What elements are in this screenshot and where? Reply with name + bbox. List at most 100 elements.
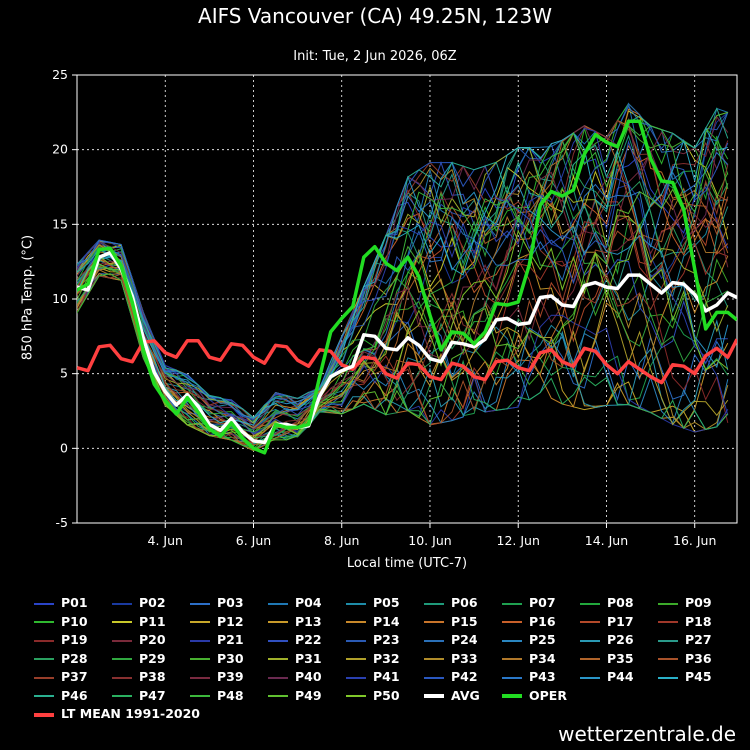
legend-label: P32 [373,650,400,666]
legend-item: P33 [424,650,478,666]
legend-label: P27 [685,632,712,647]
legend-label: P42 [451,669,478,684]
legend-swatch [424,658,444,660]
legend-swatch [658,658,678,660]
legend-item: P48 [190,687,244,703]
legend-label: P35 [607,650,634,666]
legend-label: OPER [529,687,567,703]
legend-item: P13 [268,613,322,629]
legend-swatch [34,602,54,605]
y-tick-label: 5 [60,366,68,381]
y-tick-label: 20 [52,142,68,157]
legend-item: P42 [424,670,478,684]
legend-swatch [268,639,288,642]
legend-item: P21 [190,633,244,647]
member-line-p50 [77,223,729,439]
legend-swatch [580,639,600,642]
legend-item: P32 [346,650,400,666]
legend-swatch [346,621,366,623]
legend-swatch [112,695,132,697]
legend-swatch [190,602,210,605]
legend-label: P01 [61,595,88,610]
legend-item: P10 [34,613,88,629]
x-tick-label: 6. Jun [236,533,271,548]
member-line-p47 [77,264,729,439]
legend-item: P07 [502,596,556,610]
legend-swatch [658,676,678,679]
y-tick-label: 25 [52,67,68,82]
legend-item: P24 [424,633,478,647]
legend-label: P49 [295,687,322,703]
legend-label: P07 [529,595,556,610]
legend-swatch [112,676,132,679]
legend-item: P04 [268,596,322,610]
y-tick-label: 15 [52,216,68,231]
legend-label: P48 [217,687,244,703]
legend-label: AVG [451,687,480,703]
legend-swatch [502,694,522,698]
legend-label: P45 [685,669,712,684]
legend-label: P29 [139,650,166,666]
legend-label: P06 [451,595,478,610]
legend-item: P22 [268,633,322,647]
legend-swatch [268,658,288,660]
legend-item: P29 [112,650,166,666]
legend-swatch [502,602,522,605]
legend-swatch [346,695,366,697]
legend-label: P46 [61,687,88,703]
legend-swatch [112,639,132,642]
series-group [77,102,737,455]
y-tick-label: 0 [60,440,68,455]
legend-swatch [658,639,678,642]
legend-swatch [424,694,444,698]
site-watermark: wetterzentrale.de [558,722,736,746]
legend-label: P08 [607,595,634,610]
legend-item: P31 [268,651,322,666]
legend-swatch [112,621,132,623]
legend-label: P36 [685,650,712,666]
legend-label: P47 [139,687,166,703]
legend-label: P04 [295,595,322,610]
lt-mean-line [77,338,737,385]
legend-item: P14 [346,614,400,629]
legend-swatch [502,639,522,642]
legend-item: P28 [34,651,88,666]
legend-label: P10 [61,613,88,629]
legend-swatch [580,602,600,605]
y-tick-label: -5 [56,515,68,530]
legend-label: P09 [685,595,712,610]
member-line-p36 [77,196,729,446]
legend-item: P38 [112,670,166,684]
legend-swatch [34,658,54,660]
legend-swatch [424,639,444,642]
legend-item: P50 [346,688,400,703]
legend-label: P30 [217,650,244,666]
chart-subtitle: Init: Tue, 2 Jun 2026, 06Z [293,49,457,64]
legend-label: P25 [529,632,556,647]
legend-swatch [424,621,444,623]
legend-label: P33 [451,650,478,666]
legend-swatch [502,676,522,679]
legend-swatch [268,695,288,697]
member-line-p43 [77,151,729,419]
legend-label: P19 [61,632,88,647]
legend-swatch [190,676,210,679]
legend-label: P22 [295,632,322,647]
legend-label: P13 [295,613,322,629]
legend-item: P02 [112,596,166,610]
member-line-p32 [77,258,729,437]
legend-label: P38 [139,669,166,684]
legend-swatch [268,602,288,605]
legend-label: P21 [217,632,244,647]
legend-label: P12 [217,613,244,629]
avg-line [77,250,737,445]
legend-item: LT MEAN 1991-2020 [34,707,200,721]
legend-swatch [580,621,600,623]
member-line-p48 [77,125,729,450]
legend-label: P15 [451,613,478,629]
legend-item: P40 [268,670,322,684]
legend-item: P06 [424,596,478,610]
legend-item: P15 [424,613,478,629]
legend-swatch [268,621,288,623]
legend-item: P09 [658,596,712,610]
